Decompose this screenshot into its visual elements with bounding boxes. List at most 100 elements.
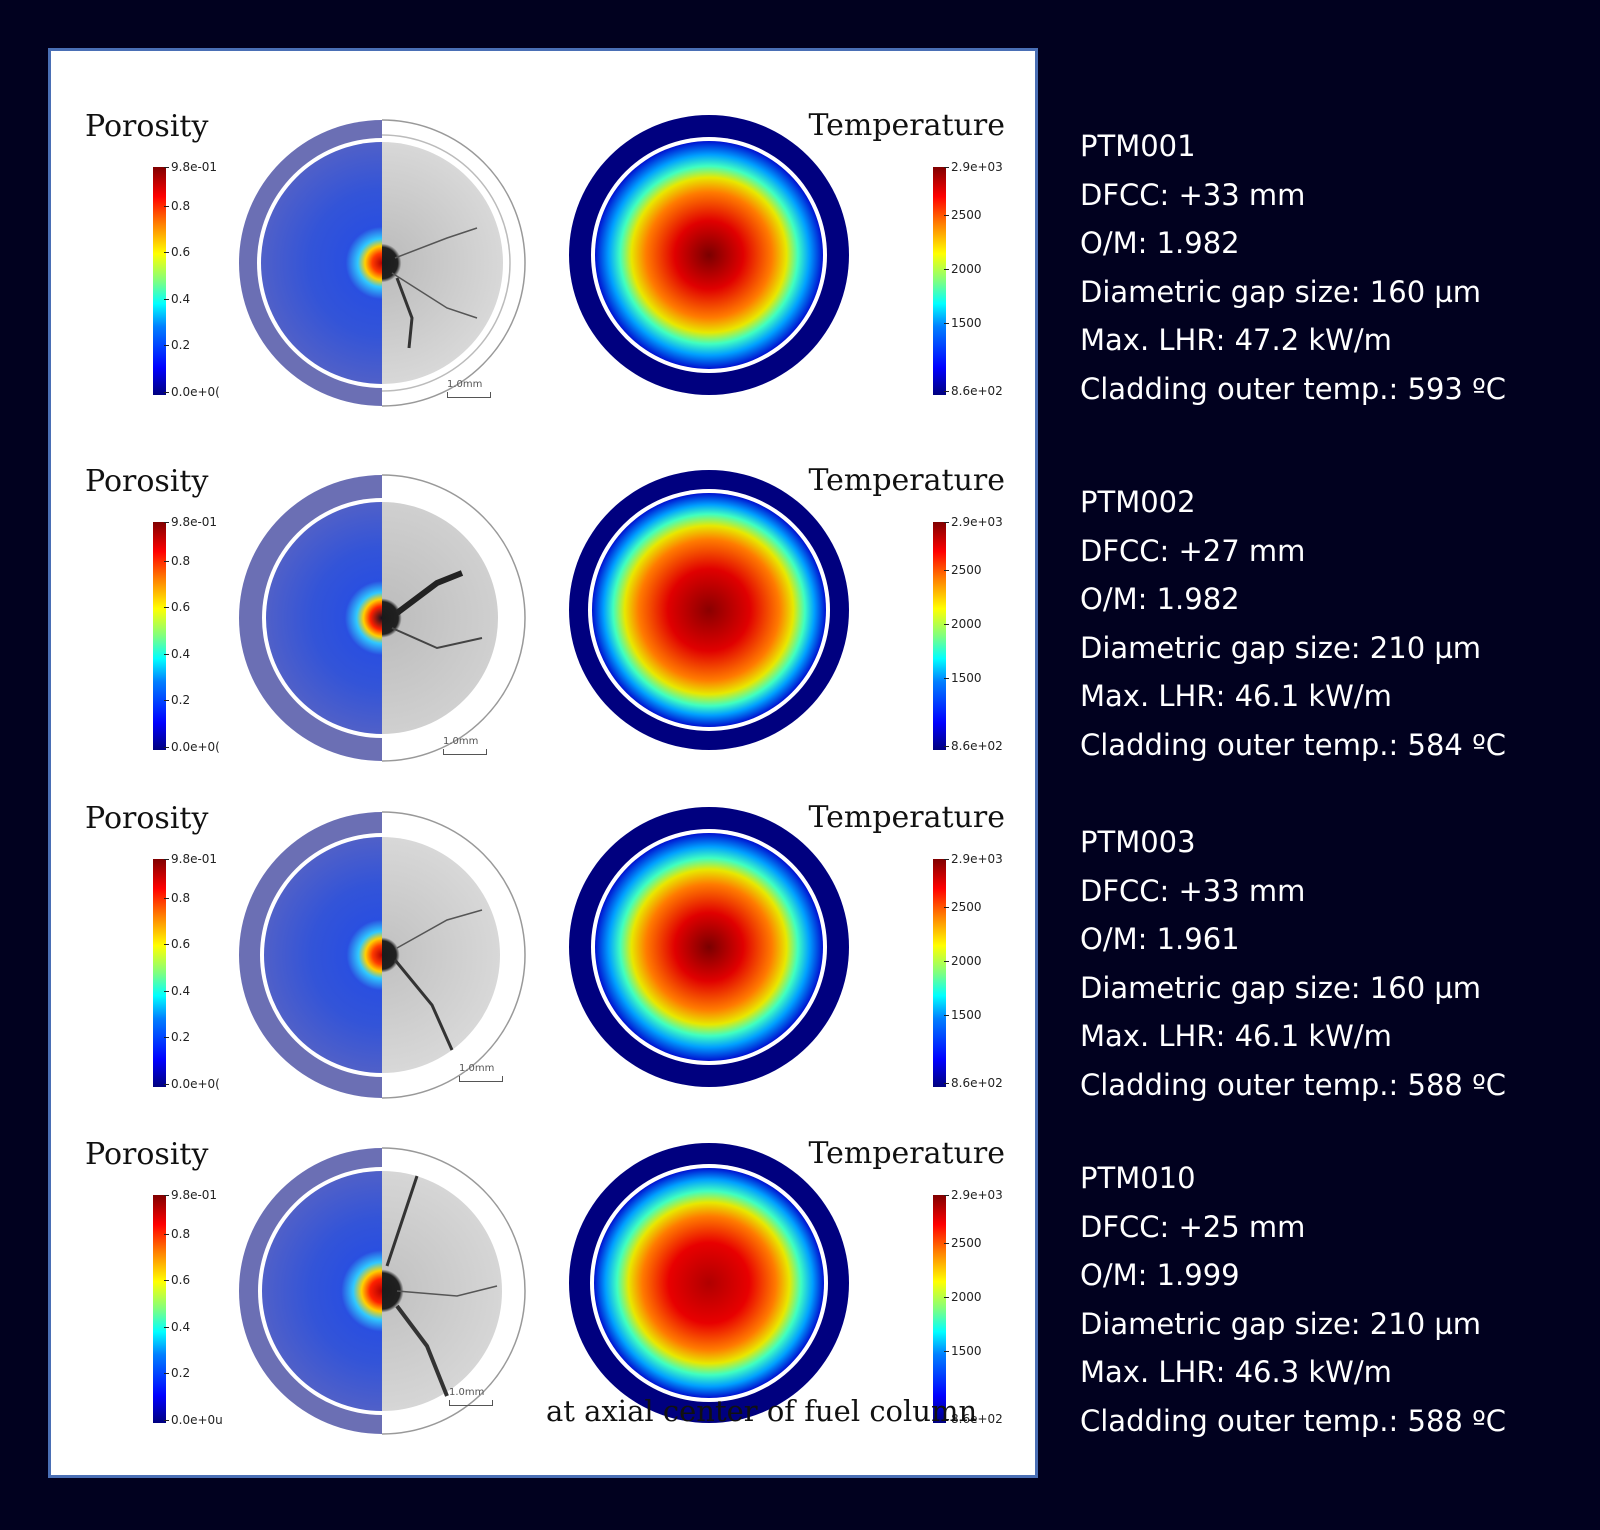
specimen-om: O/M: 1.961: [1080, 922, 1240, 956]
porosity-label: Porosity: [85, 464, 209, 499]
specimen-cladding-temp: Cladding outer temp.: 588 ºC: [1080, 1067, 1506, 1102]
temperature-colorbar: [933, 859, 946, 1087]
figure-caption: at axial center of fuel column: [546, 1394, 978, 1428]
porosity-tick: 0.8: [163, 554, 191, 568]
porosity-tick: 0.0e+0u: [164, 1413, 223, 1427]
porosity-tick: 0.4: [163, 1320, 191, 1334]
specimen-info-ptm002: PTM002 DFCC: +27 mm O/M: 1.982 Diametric…: [1080, 478, 1590, 769]
temperature-label: Temperature: [808, 800, 1005, 835]
specimen-id: PTM010: [1080, 1161, 1196, 1195]
specimen-lhr: Max. LHR: 46.3 kW/m: [1080, 1355, 1392, 1389]
porosity-tick: 0.2: [163, 338, 191, 352]
specimen-lhr: Max. LHR: 46.1 kW/m: [1080, 1019, 1392, 1053]
scale-bar: 1.0mm: [459, 1063, 503, 1082]
porosity-tick: 0.4: [163, 292, 191, 306]
temperature-tick: 2.9e+03: [944, 160, 1003, 174]
temperature-tick: 1500: [944, 316, 982, 330]
temperature-colorbar: [933, 167, 946, 395]
specimen-lhr: Max. LHR: 47.2 kW/m: [1080, 323, 1392, 357]
specimen-gap: Diametric gap size: 210 µm: [1080, 1306, 1482, 1341]
specimen-gap: Diametric gap size: 210 µm: [1080, 630, 1482, 665]
porosity-cross-section: [239, 811, 526, 1099]
porosity-colorbar: [153, 167, 166, 395]
porosity-label: Porosity: [85, 801, 209, 836]
porosity-tick: 0.2: [163, 693, 191, 707]
temperature-label: Temperature: [808, 1136, 1005, 1171]
porosity-tick: 0.6: [163, 1273, 191, 1287]
specimen-om: O/M: 1.982: [1080, 226, 1240, 260]
specimen-info-ptm003: PTM003 DFCC: +33 mm O/M: 1.961 Diametric…: [1080, 818, 1590, 1109]
temperature-tick: 8.6e+02: [944, 1412, 1003, 1426]
temperature-label: Temperature: [808, 463, 1005, 498]
specimen-om: O/M: 1.999: [1080, 1258, 1240, 1292]
specimen-id: PTM002: [1080, 485, 1196, 519]
specimen-dfcc: DFCC: +25 mm: [1080, 1209, 1306, 1244]
temperature-tick: 2000: [944, 954, 982, 968]
porosity-tick: 9.8e-01: [163, 852, 218, 866]
figure-row-ptm003: Porosity 9.8e-01 0.8 0.6 0.4 0.2 0.0e+0(: [51, 773, 1041, 1113]
porosity-tick: 9.8e-01: [163, 160, 218, 174]
temperature-tick: 8.6e+02: [944, 384, 1003, 398]
figure-row-ptm010: Porosity 9.8e-01 0.8 0.6 0.4 0.2 0.0e+0u: [51, 1109, 1041, 1449]
porosity-tick: 0.6: [163, 245, 191, 259]
specimen-info-ptm001: PTM001 DFCC: +33 mm O/M: 1.982 Diametric…: [1080, 122, 1590, 413]
porosity-tick: 0.4: [163, 984, 191, 998]
porosity-colorbar: [153, 1195, 166, 1423]
porosity-tick: 0.6: [163, 600, 191, 614]
specimen-cladding-temp: Cladding outer temp.: 588 ºC: [1080, 1403, 1506, 1438]
specimen-gap: Diametric gap size: 160 µm: [1080, 970, 1482, 1005]
scale-label: 1.0mm: [449, 1387, 485, 1398]
porosity-label: Porosity: [85, 1137, 209, 1172]
temperature-map: [569, 115, 849, 395]
scale-bar: 1.0mm: [449, 1387, 493, 1406]
scale-label: 1.0mm: [459, 1063, 495, 1074]
temperature-tick: 1500: [944, 1344, 982, 1358]
specimen-id: PTM001: [1080, 129, 1196, 163]
porosity-tick: 0.0e+0(: [164, 385, 220, 399]
temperature-tick: 8.6e+02: [944, 1076, 1003, 1090]
temperature-tick: 2000: [944, 1290, 982, 1304]
porosity-colorbar: [153, 522, 166, 750]
specimen-om: O/M: 1.982: [1080, 582, 1240, 616]
temperature-colorbar: [933, 522, 946, 750]
temperature-colorbar: [933, 1195, 946, 1423]
temperature-map: [569, 1143, 849, 1423]
temperature-map: [569, 807, 849, 1087]
porosity-tick: 0.0e+0(: [164, 1077, 220, 1091]
specimen-info-ptm010: PTM010 DFCC: +25 mm O/M: 1.999 Diametric…: [1080, 1154, 1590, 1445]
figure-row-ptm002: Porosity 9.8e-01 0.8 0.6 0.4 0.2 0.0e+0(: [51, 436, 1041, 776]
porosity-cross-section: [239, 474, 526, 762]
scale-label: 1.0mm: [443, 736, 479, 747]
porosity-tick: 0.0e+0(: [164, 740, 220, 754]
porosity-label: Porosity: [85, 109, 209, 144]
temperature-tick: 2000: [944, 617, 982, 631]
temperature-tick: 2500: [944, 900, 982, 914]
temperature-tick: 2.9e+03: [944, 515, 1003, 529]
porosity-colorbar: [153, 859, 166, 1087]
porosity-tick: 0.2: [163, 1366, 191, 1380]
porosity-tick: 0.4: [163, 647, 191, 661]
temperature-tick: 2.9e+03: [944, 852, 1003, 866]
porosity-tick: 0.6: [163, 937, 191, 951]
specimen-cladding-temp: Cladding outer temp.: 593 ºC: [1080, 371, 1506, 406]
figure-panel: Porosity 9.8e-01 0.8 0.6 0.4 0.2 0.0e+0(: [48, 48, 1038, 1478]
temperature-tick: 2500: [944, 563, 982, 577]
specimen-lhr: Max. LHR: 46.1 kW/m: [1080, 679, 1392, 713]
temperature-tick: 1500: [944, 671, 982, 685]
temperature-tick: 2000: [944, 262, 982, 276]
temperature-tick: 8.6e+02: [944, 739, 1003, 753]
specimen-dfcc: DFCC: +33 mm: [1080, 873, 1306, 908]
specimen-dfcc: DFCC: +27 mm: [1080, 533, 1306, 568]
specimen-cladding-temp: Cladding outer temp.: 584 ºC: [1080, 727, 1506, 762]
porosity-tick: 0.8: [163, 1227, 191, 1241]
scale-bar: 1.0mm: [447, 379, 491, 398]
scale-label: 1.0mm: [447, 379, 483, 390]
porosity-tick: 0.8: [163, 199, 191, 213]
figure-row-ptm001: Porosity 9.8e-01 0.8 0.6 0.4 0.2 0.0e+0(: [51, 81, 1041, 421]
temperature-tick: 2.9e+03: [944, 1188, 1003, 1202]
porosity-cross-section: [239, 119, 526, 407]
porosity-cross-section: [239, 1147, 526, 1435]
specimen-gap: Diametric gap size: 160 µm: [1080, 274, 1482, 309]
scale-bar: 1.0mm: [443, 736, 487, 755]
temperature-tick: 2500: [944, 1236, 982, 1250]
